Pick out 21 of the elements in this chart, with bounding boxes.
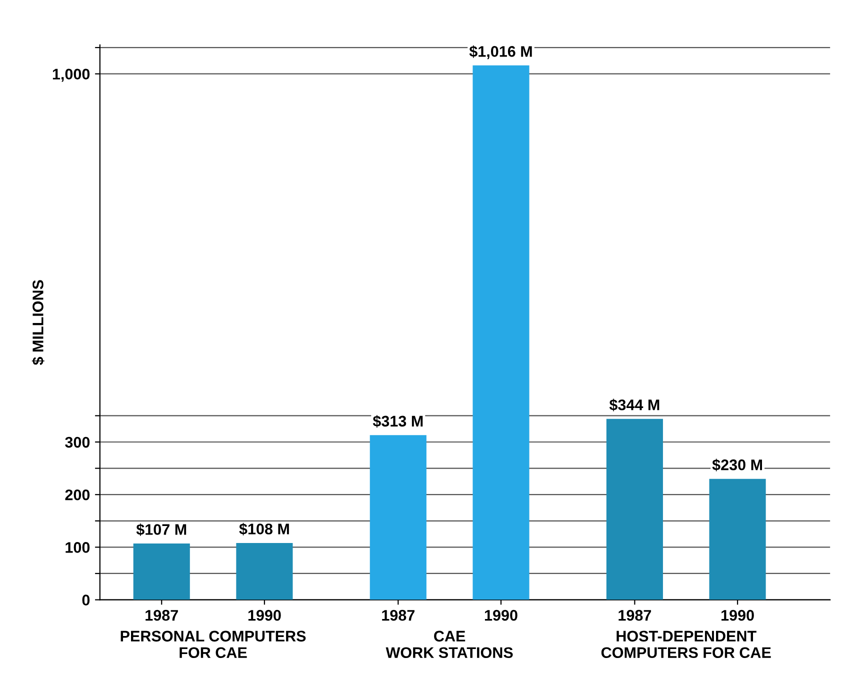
data-label: $108 M <box>239 522 289 536</box>
x-tick-label: 1987 <box>146 610 178 621</box>
x-tick-label: 1987 <box>618 610 652 621</box>
x-tick-label: 1987 <box>382 610 414 621</box>
text: PERSONAL COMPUTERS FOR CAE <box>120 630 306 658</box>
y-axis-title: $ MILLIONS <box>32 280 44 366</box>
data-label: $1,016 M <box>469 45 532 60</box>
text: CAE WORK STATIONS <box>386 630 513 658</box>
y-tick-label: 0 <box>82 594 90 606</box>
y-tick-label: 200 <box>65 489 90 500</box>
data-label: $344 M <box>609 398 660 412</box>
y-tick-label: 1,000 <box>52 68 90 82</box>
y-tick-label: 300 <box>65 436 90 448</box>
text: HOST-DEPENDENT COMPUTERS FOR CAE <box>601 630 771 658</box>
y-tick-label: 100 <box>66 542 90 553</box>
data-label: $107 M <box>136 523 186 536</box>
data-label: $230 M <box>712 458 762 472</box>
x-tick-label: 1990 <box>248 610 281 621</box>
x-tick-label: 1990 <box>722 610 754 621</box>
data-label: $313 M <box>372 415 423 428</box>
x-tick-label: 1990 <box>484 610 518 621</box>
